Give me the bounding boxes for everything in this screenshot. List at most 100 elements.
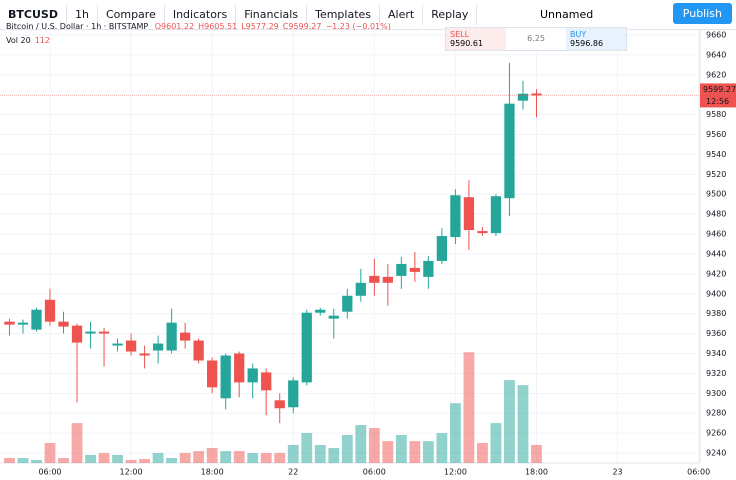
volume-bar	[368, 428, 380, 463]
y-tick-label: 9380	[706, 309, 726, 318]
buy-box[interactable]: BUY 9596.86	[566, 28, 626, 50]
candle-body	[382, 276, 393, 283]
y-tick-label: 9560	[706, 130, 726, 139]
volume-bar	[314, 444, 326, 463]
volume-bar	[85, 454, 96, 463]
toolbar: BTCUSD 1h Compare Indicators Financials …	[0, 0, 736, 30]
last-price-tag	[700, 83, 736, 108]
volume-bar	[395, 434, 407, 463]
volume-bar	[179, 453, 191, 463]
candle-body	[166, 322, 177, 351]
y-tick-label: 9280	[706, 409, 726, 418]
candle-body	[17, 322, 29, 325]
volume-bar	[247, 453, 259, 463]
candle-body	[328, 315, 339, 319]
indicators[interactable]: Indicators	[165, 4, 237, 25]
y-tick-label: 9580	[706, 110, 726, 119]
volume-bar	[260, 453, 272, 463]
candle-body	[44, 299, 56, 322]
volume-bar	[490, 423, 502, 463]
interval[interactable]: 1h	[67, 4, 98, 25]
legend-high: H9605.51	[198, 22, 238, 31]
legend-close: C9599.27	[282, 22, 322, 31]
volume-bar	[220, 451, 232, 463]
x-tick-label: 23	[612, 468, 622, 477]
candle-body	[490, 196, 502, 234]
x-tick-label: 22	[288, 468, 298, 477]
y-tick-label: 9340	[706, 349, 726, 358]
candle-body	[274, 400, 285, 409]
volume-bar	[166, 458, 178, 463]
compare[interactable]: Compare	[98, 4, 165, 25]
candle-body	[261, 372, 272, 391]
y-tick-label: 9660	[706, 30, 726, 39]
candle-body	[58, 321, 69, 327]
volume-bar	[206, 448, 218, 463]
y-tick-label: 9360	[706, 329, 726, 338]
x-tick-label: 06:00	[363, 468, 386, 477]
y-tick-label: 9520	[706, 170, 726, 179]
volume-bar	[463, 352, 475, 463]
candle-body	[71, 325, 83, 343]
candle-body	[301, 312, 312, 383]
financials[interactable]: Financials	[236, 4, 308, 25]
candle-body	[234, 353, 245, 383]
volume-bar	[450, 403, 461, 463]
volume-bar	[477, 443, 488, 463]
candle-body	[98, 331, 110, 334]
y-tick-label: 9420	[706, 269, 726, 278]
candle-body	[180, 332, 191, 341]
volume-bar	[287, 444, 299, 463]
sell-box[interactable]: SELL 9590.61	[446, 28, 506, 50]
y-tick-label: 9240	[706, 449, 726, 458]
volume-bar	[341, 434, 353, 463]
x-tick-label: 06:00	[687, 468, 710, 477]
templates[interactable]: Templates	[307, 4, 381, 25]
volume-bar	[301, 433, 313, 463]
candle-body	[369, 275, 380, 283]
y-tick-label: 9300	[706, 389, 726, 398]
buy-label: BUY	[570, 30, 587, 39]
candle-body	[355, 282, 366, 296]
volume-bar	[98, 453, 110, 463]
volume-bar	[44, 443, 56, 463]
volume-bar	[152, 453, 164, 463]
alert[interactable]: Alert	[380, 4, 424, 25]
candle-body	[450, 195, 461, 238]
volume-bar	[382, 441, 394, 463]
volume-bar	[71, 423, 83, 463]
volume-bar	[436, 433, 448, 463]
y-tick-label: 9460	[706, 230, 726, 239]
replay[interactable]: Replay	[423, 4, 478, 25]
chart: 9240 9260 9280 9300 9320 9340 9360 9380 9400 9420…	[0, 30, 736, 477]
layout-name[interactable]: Unnamed	[540, 8, 594, 21]
volume-bar	[409, 441, 421, 463]
x-tick-label: 12:00	[120, 468, 143, 477]
volume-bar	[422, 441, 434, 463]
buy-price: 9596.86	[570, 39, 604, 48]
volume-bar	[517, 385, 529, 463]
legend-title: Bitcoin / U.S. Dollar · 1h · BITSTAMP	[6, 22, 149, 31]
candle-body	[315, 309, 326, 313]
volume-bar	[58, 458, 69, 463]
y-tick-label: 9320	[706, 369, 726, 378]
y-tick-label: 9260	[706, 429, 726, 438]
candle-body	[112, 343, 123, 346]
legend-volume-value: 112	[34, 36, 50, 45]
candle-body	[139, 353, 150, 356]
symbol[interactable]: BTCUSD	[0, 4, 67, 25]
candle-body	[288, 380, 299, 408]
candle-body	[31, 309, 42, 330]
sell-price: 9590.61	[450, 39, 484, 48]
volume-bar	[531, 444, 542, 463]
volume-bar	[193, 451, 205, 463]
candle-body	[396, 263, 407, 276]
legend-open: O9601.22	[154, 22, 195, 31]
volume-bar	[125, 459, 137, 463]
sell-label: SELL	[450, 30, 470, 39]
y-tick-label: 9400	[706, 289, 726, 298]
volume-bar	[233, 451, 245, 463]
candle-body	[207, 360, 218, 388]
publish-button[interactable]: Publish	[672, 3, 732, 24]
